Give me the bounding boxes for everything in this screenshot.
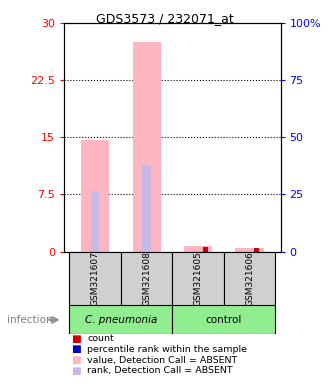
Text: GDS3573 / 232071_at: GDS3573 / 232071_at xyxy=(96,12,234,25)
Text: GSM321607: GSM321607 xyxy=(91,251,100,306)
Text: count: count xyxy=(87,334,114,343)
Text: value, Detection Call = ABSENT: value, Detection Call = ABSENT xyxy=(87,356,238,365)
Bar xyxy=(133,42,161,252)
Text: GSM321608: GSM321608 xyxy=(142,251,151,306)
Bar xyxy=(81,140,109,252)
Text: ■: ■ xyxy=(71,344,81,354)
Bar xyxy=(173,305,275,334)
Text: ■: ■ xyxy=(71,355,81,365)
Bar xyxy=(91,191,99,252)
Text: control: control xyxy=(206,314,242,325)
Bar xyxy=(184,246,212,252)
Text: ■: ■ xyxy=(71,366,81,376)
Bar xyxy=(224,252,275,305)
Text: C. pneumonia: C. pneumonia xyxy=(85,314,157,325)
Bar xyxy=(70,252,121,305)
Text: ■: ■ xyxy=(71,334,81,344)
Bar xyxy=(203,247,208,252)
Text: percentile rank within the sample: percentile rank within the sample xyxy=(87,345,248,354)
Text: rank, Detection Call = ABSENT: rank, Detection Call = ABSENT xyxy=(87,366,233,376)
Bar xyxy=(70,305,173,334)
Bar xyxy=(143,165,151,252)
Bar xyxy=(121,252,173,305)
Bar xyxy=(236,248,264,252)
Text: infection: infection xyxy=(7,315,52,325)
Bar xyxy=(254,248,259,252)
Bar xyxy=(173,252,224,305)
Text: GSM321605: GSM321605 xyxy=(194,251,203,306)
Text: GSM321606: GSM321606 xyxy=(245,251,254,306)
